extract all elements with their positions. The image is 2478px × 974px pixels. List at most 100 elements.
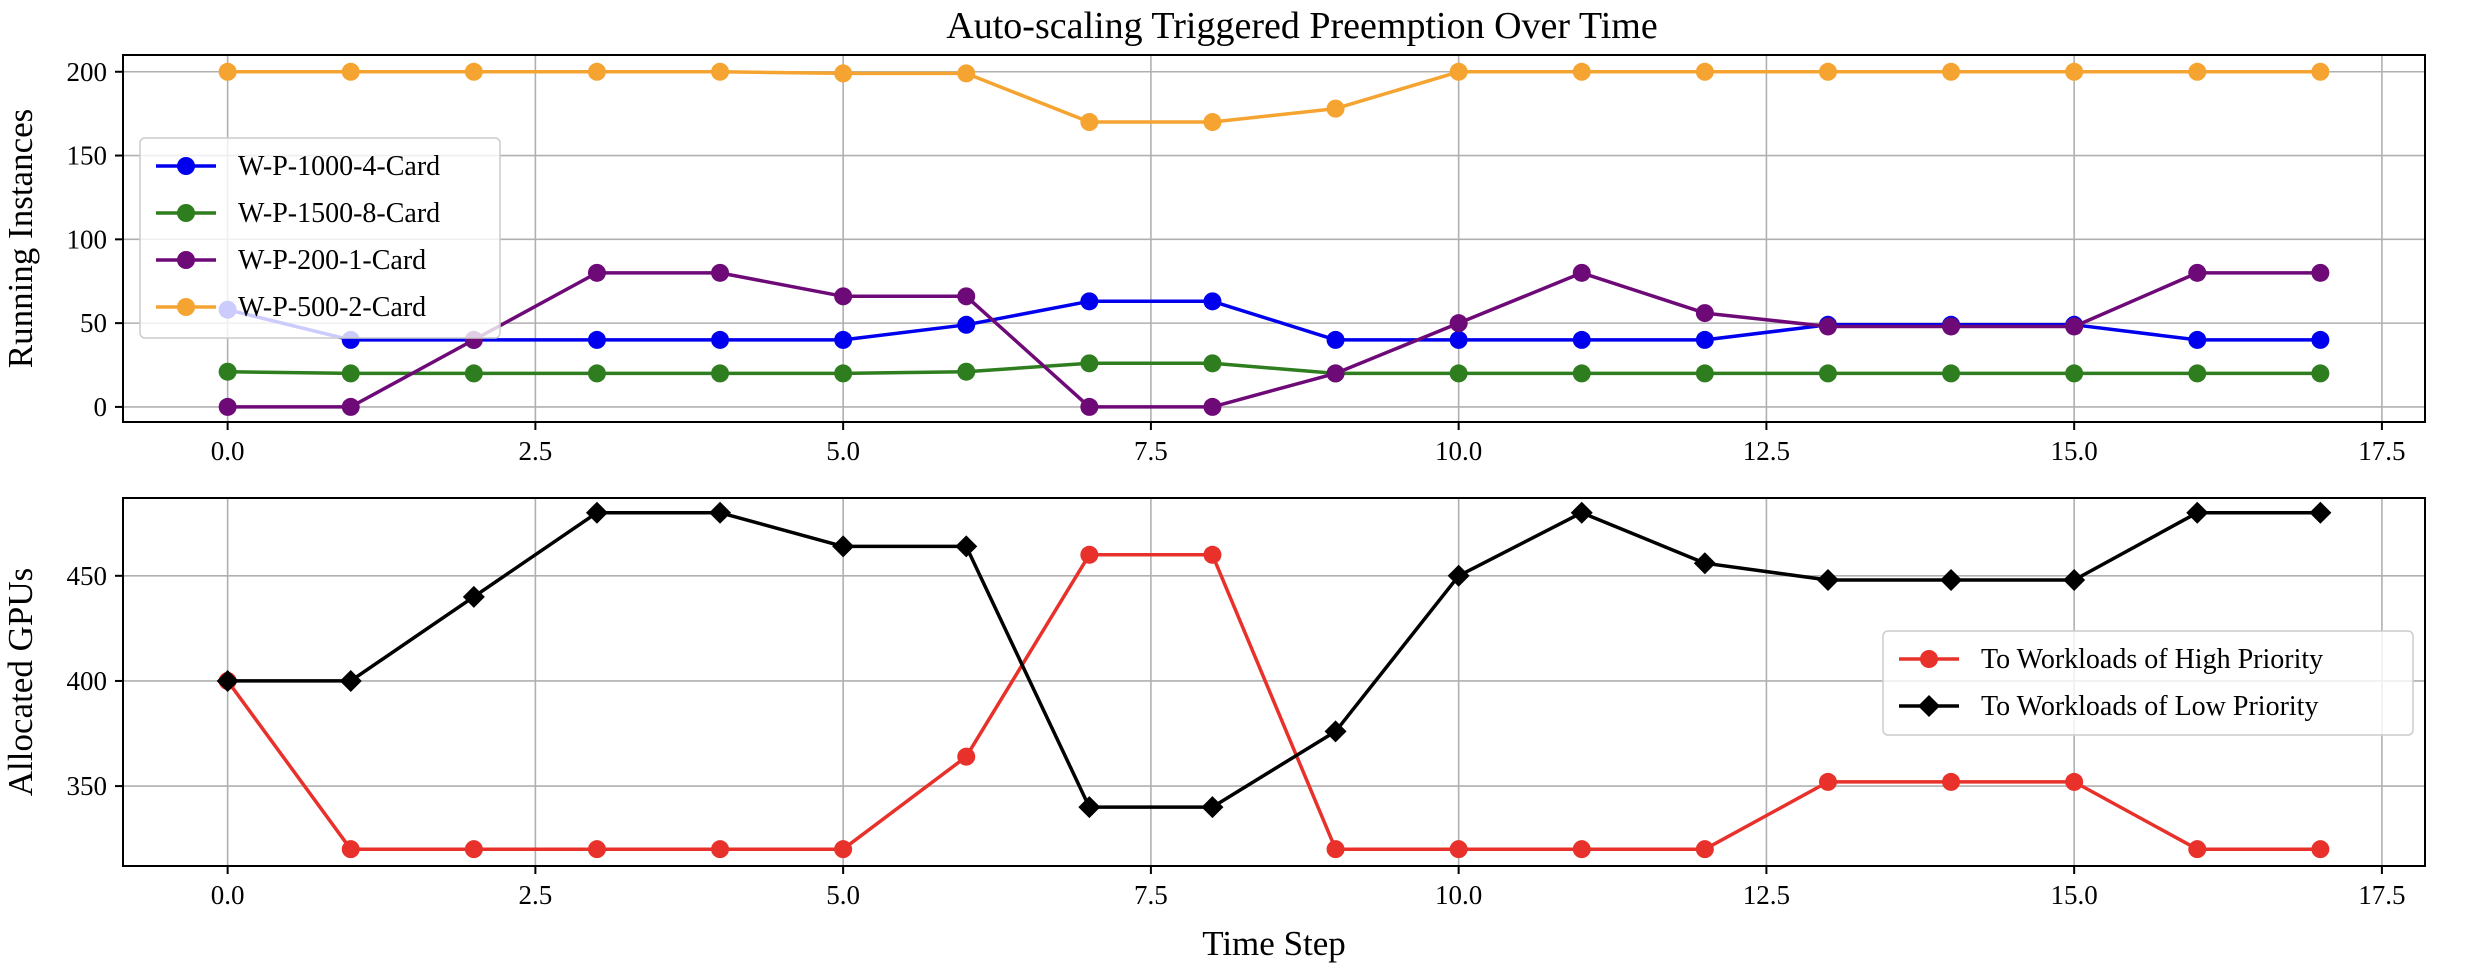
data-point — [1570, 501, 1593, 524]
data-point — [957, 315, 976, 334]
x-tick-label: 12.5 — [1743, 436, 1790, 466]
series-line — [227, 271, 2321, 409]
data-point — [1818, 364, 1837, 383]
data-point — [834, 840, 853, 859]
data-point — [1449, 840, 1468, 859]
x-tick-label: 10.0 — [1435, 436, 1482, 466]
y-tick-label: 50 — [80, 308, 107, 338]
data-point — [709, 501, 732, 524]
data-point — [585, 501, 608, 524]
data-point — [1940, 569, 1963, 592]
data-point — [1695, 304, 1714, 323]
data-point — [1695, 364, 1714, 383]
legend-entry-label: To Workloads of Low Priority — [1981, 691, 2318, 722]
legend-entry-label: W-P-200-1-Card — [238, 245, 426, 276]
series-line — [227, 510, 2321, 809]
data-point — [834, 287, 853, 306]
data-point — [1324, 720, 1347, 743]
data-point — [2188, 263, 2207, 282]
data-point — [2065, 772, 2084, 791]
series-line — [227, 361, 2321, 376]
x-tick-label: 15.0 — [2051, 880, 2098, 910]
data-point — [341, 364, 360, 383]
data-point — [1572, 840, 1591, 859]
data-point — [957, 64, 976, 83]
data-point — [1695, 330, 1714, 349]
data-point — [711, 263, 730, 282]
legend: W-P-1000-4-Card W-P-1500-8-Card W-P-200-1-… — [139, 137, 501, 339]
data-point — [1447, 564, 1470, 587]
y-tick-label: 200 — [67, 57, 108, 87]
series-line — [227, 299, 2321, 342]
series-line — [226, 553, 2321, 851]
y-tick-label: 450 — [67, 561, 108, 591]
data-point — [1203, 354, 1222, 373]
x-tick-label: 17.5 — [2358, 436, 2405, 466]
data-point — [1080, 113, 1099, 132]
legend-swatch-marker — [1920, 650, 1938, 668]
data-point — [1203, 292, 1222, 311]
data-point — [2188, 62, 2207, 81]
data-point — [1449, 62, 1468, 81]
data-point — [341, 62, 360, 81]
data-point — [2311, 330, 2330, 349]
data-point — [2186, 501, 2209, 524]
data-point — [1326, 840, 1345, 859]
data-point — [711, 840, 730, 859]
data-point — [957, 287, 976, 306]
y-axis-label: Running Instances — [1, 109, 40, 369]
data-point — [1326, 99, 1345, 118]
data-point — [587, 62, 606, 81]
data-point — [957, 362, 976, 381]
data-point — [2188, 330, 2207, 349]
data-point — [1942, 772, 1961, 791]
data-point — [464, 62, 483, 81]
legend-swatch-marker — [177, 298, 195, 316]
data-point — [957, 747, 976, 766]
data-point — [218, 362, 237, 381]
data-point — [1572, 263, 1591, 282]
series-line — [227, 70, 2321, 124]
data-point — [1080, 354, 1099, 373]
data-point — [711, 364, 730, 383]
x-tick-label: 5.0 — [826, 436, 860, 466]
series-To Workloads of Low Priority — [216, 501, 2332, 819]
x-axis-label: Time Step — [1202, 924, 1346, 963]
data-point — [1203, 545, 1222, 564]
data-point — [1695, 840, 1714, 859]
data-point — [832, 535, 855, 558]
y-tick-label: 150 — [67, 141, 108, 171]
data-point — [218, 397, 237, 416]
x-tick-label: 2.5 — [519, 436, 553, 466]
data-point — [464, 840, 483, 859]
legend-swatch-marker — [1918, 695, 1940, 717]
y-axis-label: Allocated GPUs — [1, 568, 40, 796]
x-tick-label: 7.5 — [1134, 880, 1168, 910]
x-tick-label: 2.5 — [519, 880, 553, 910]
data-point — [1449, 364, 1468, 383]
series-W-P-500-2-Card — [218, 62, 2330, 132]
legend-entry-label: W-P-500-2-Card — [238, 292, 426, 323]
series-W-P-200-1-Card — [218, 263, 2330, 416]
data-point — [1818, 772, 1837, 791]
data-point — [2309, 501, 2332, 524]
data-point — [711, 62, 730, 81]
data-point — [711, 330, 730, 349]
data-point — [1572, 364, 1591, 383]
data-point — [834, 330, 853, 349]
x-tick-label: 12.5 — [1743, 880, 1790, 910]
legend-swatch-marker — [177, 204, 195, 222]
data-point — [587, 263, 606, 282]
y-tick-label: 350 — [67, 771, 108, 801]
data-point — [587, 364, 606, 383]
x-tick-label: 5.0 — [826, 880, 860, 910]
data-point — [2188, 840, 2207, 859]
x-tick-label: 0.0 — [211, 880, 245, 910]
data-point — [462, 585, 485, 608]
data-point — [1326, 330, 1345, 349]
data-point — [216, 669, 239, 692]
data-point — [2311, 364, 2330, 383]
data-point — [2065, 317, 2084, 336]
legend-entry-label: To Workloads of High Priority — [1981, 644, 2323, 675]
data-point — [341, 397, 360, 416]
